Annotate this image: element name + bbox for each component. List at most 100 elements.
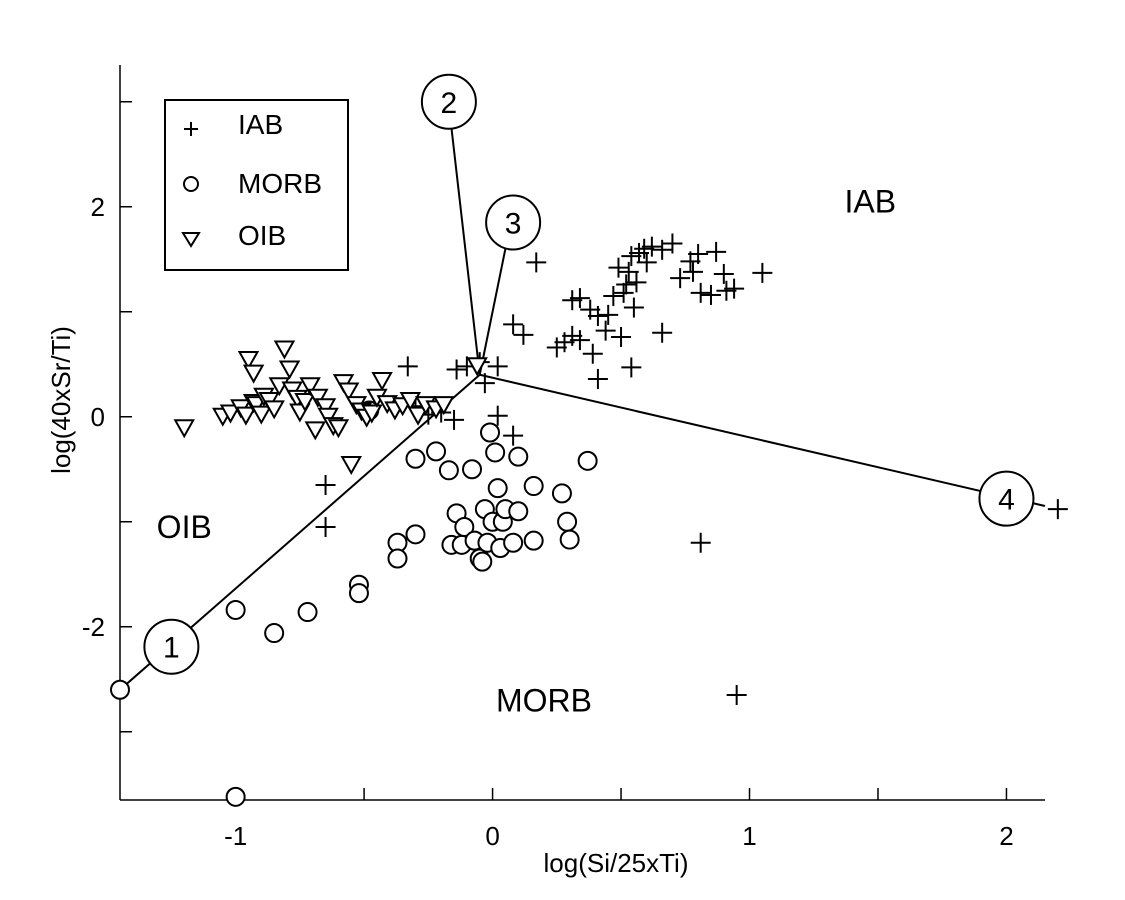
iab-point [474,373,495,394]
oib-point [317,407,339,427]
x-tick-label: 1 [742,821,756,851]
morb-point [508,446,529,467]
iab-point [608,257,629,278]
legend-label-oib: OIB [238,220,286,251]
iab-point [1047,499,1068,520]
legend-plus-icon [184,122,198,136]
oib-point [235,406,257,426]
iab-point [682,261,703,282]
morb-point [523,530,544,551]
morb-point [387,548,408,569]
iab-point [503,314,524,335]
iab-point [713,263,734,284]
morb-point [551,483,572,504]
morb-point [438,460,459,481]
iab-point [626,272,647,293]
morb-point [559,529,580,550]
morb-point [264,623,285,644]
iab-point [562,290,583,311]
oib-point [242,364,265,384]
iab-point [526,252,547,273]
iab-point [662,233,683,254]
iab-point [688,244,709,264]
iab-point [636,252,657,273]
morb-point [405,524,426,545]
numbered-label-text: 2 [441,87,458,120]
y-tick-label: 0 [91,402,105,432]
iab-point [690,282,711,303]
oib-point [327,419,350,439]
oib-point [314,398,337,418]
morb-point [225,599,246,620]
data-points [110,233,1068,807]
iab-point [569,288,590,309]
iab-point [611,326,632,347]
iab-point [546,337,567,358]
numbered-label-circle [978,470,1035,527]
iab-point [690,532,711,553]
oib-point [407,406,429,426]
region-label: MORB [496,682,592,718]
iab-point [315,475,336,495]
oib-point [361,404,383,424]
ticks: -1 0 1 2 -2 0 2 [82,101,1014,851]
morb-point [426,441,447,462]
numbered-label-text: 1 [163,632,180,665]
y-axis-label: log(40xSr/Ti) [46,326,76,474]
iab-point [629,242,650,263]
morb-point [110,679,130,700]
iab-point [603,286,624,306]
iab-point [397,356,418,377]
iab-point [706,241,727,262]
oib-point [278,360,301,380]
oib-point [340,456,362,476]
iab-point [652,322,673,343]
numbered-label-circle [143,618,200,675]
region-label: IAB [844,184,896,220]
morb-point [297,602,318,623]
morb-point [523,476,544,497]
iab-point [613,282,634,303]
numbered-labels: 1 2 3 4 [143,73,1035,675]
morb-point [503,532,524,553]
x-tick-label: 0 [485,821,499,851]
oib-point [245,396,267,416]
oib-point [371,372,393,392]
legend-item-morb: MORB [183,168,322,199]
morb-point [485,442,506,463]
iab-point [513,324,534,345]
morb-point [472,551,493,572]
iab-point [616,274,637,295]
iab-point [569,330,590,351]
morb-point [487,478,508,499]
iab-point [641,236,662,257]
morb-point [462,459,483,480]
oib-point [307,388,329,408]
oib-point [263,400,285,420]
legend-circle-icon [183,176,199,192]
morb-point [508,501,529,522]
morb-point [557,511,578,532]
iab-point [598,304,619,325]
oib-point [399,391,422,411]
legend-item-iab: IAB [184,109,283,140]
iab-point [562,325,583,346]
iab-point [446,359,467,380]
iab-point [670,268,691,289]
morb-point [405,448,426,469]
oib-point [433,396,455,416]
oib-point [466,357,488,377]
morb-point [348,583,369,604]
iab-point [595,320,616,341]
x-tick-label: -1 [224,821,247,851]
morb-point [577,450,598,471]
legend-label-iab: IAB [238,109,283,140]
region-label: OIB [157,509,212,545]
y-tick-label: -2 [82,612,105,642]
boundary-line [479,373,1046,507]
iab-point [621,246,642,267]
iab-point [315,517,336,537]
numbered-label-circle [485,194,542,251]
oib-point [337,382,360,402]
